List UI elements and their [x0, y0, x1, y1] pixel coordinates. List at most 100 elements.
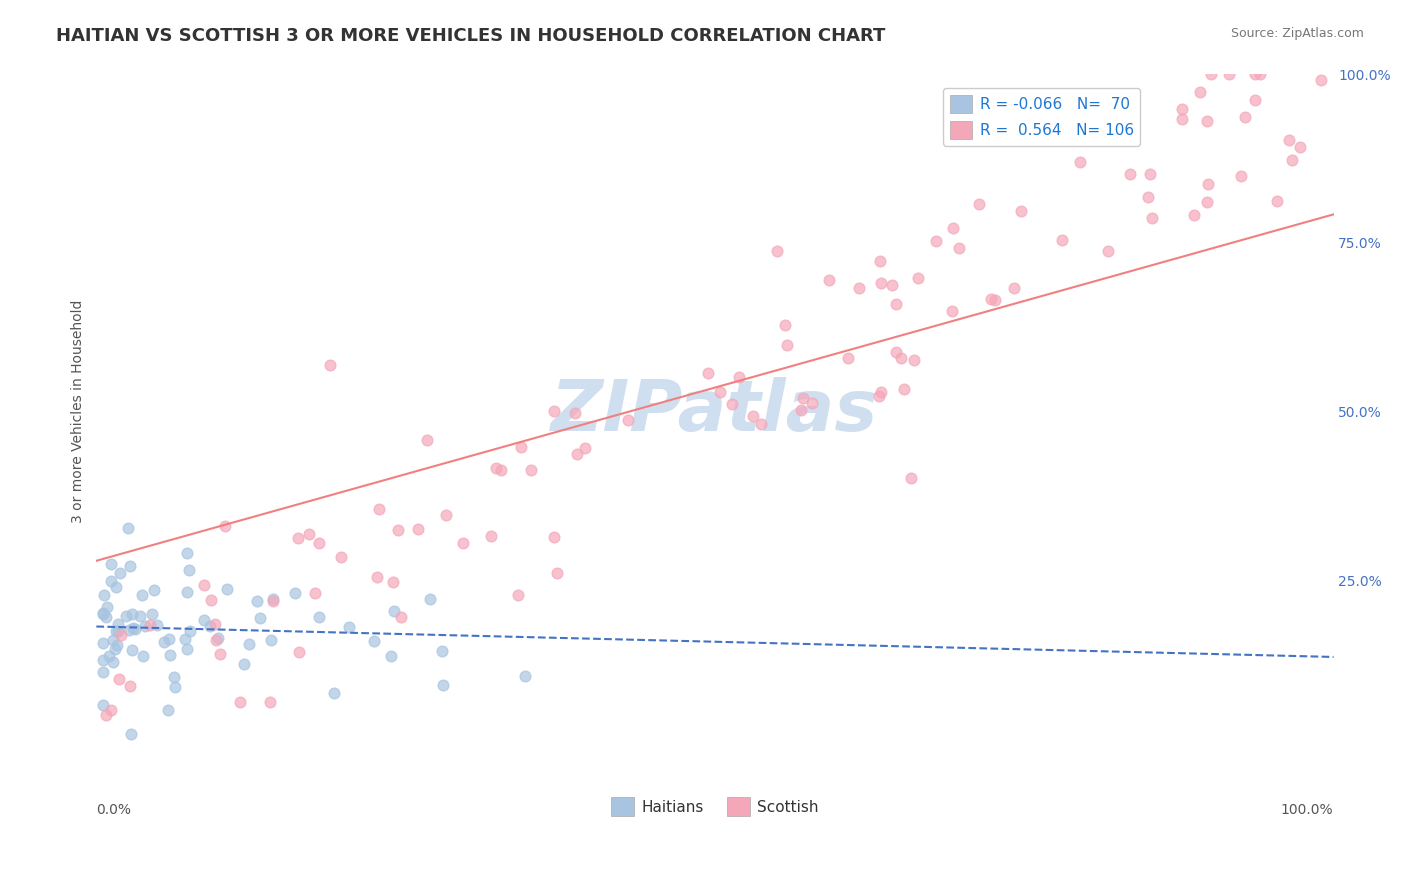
Point [1249, 67, 1271, 81]
Point [105, 580, 128, 594]
Point [96, 708, 118, 723]
Text: ZIPatlas: ZIPatlas [551, 376, 879, 446]
Point [870, 277, 893, 291]
Point [880, 278, 903, 293]
Point [907, 271, 929, 285]
Point [382, 604, 405, 618]
Point [107, 617, 129, 632]
Point [94, 610, 117, 624]
Point [100, 574, 122, 589]
Point [366, 570, 388, 584]
Point [101, 655, 124, 669]
Point [890, 351, 912, 365]
Point [1182, 208, 1205, 222]
Point [984, 293, 1007, 308]
Point [262, 592, 284, 607]
Point [419, 592, 441, 607]
Point [1050, 233, 1073, 247]
Point [515, 669, 537, 683]
Point [1265, 194, 1288, 208]
Point [1010, 203, 1032, 218]
Point [105, 638, 128, 652]
Point [153, 635, 176, 649]
Point [696, 366, 718, 380]
Point [893, 382, 915, 396]
Point [925, 234, 948, 248]
Point [884, 297, 907, 311]
Point [249, 611, 271, 625]
Point [91, 606, 114, 620]
Point [1002, 281, 1025, 295]
Point [105, 624, 128, 638]
Point [288, 645, 311, 659]
Point [120, 558, 142, 573]
Point [176, 642, 198, 657]
Point [159, 648, 181, 663]
Point [884, 345, 907, 359]
Point [179, 624, 201, 639]
Point [1197, 177, 1219, 191]
Point [509, 441, 531, 455]
Point [1234, 110, 1257, 124]
Point [406, 522, 429, 536]
Point [800, 395, 823, 409]
Point [200, 593, 222, 607]
Point [177, 563, 200, 577]
Point [432, 678, 454, 692]
Point [749, 417, 772, 431]
Point [900, 471, 922, 485]
Point [100, 558, 122, 572]
Point [156, 703, 179, 717]
Point [1171, 112, 1194, 127]
Point [131, 588, 153, 602]
Point [91, 698, 114, 712]
Point [91, 636, 114, 650]
Point [773, 318, 796, 333]
Point [416, 433, 439, 447]
Point [98, 648, 121, 663]
Point [120, 680, 142, 694]
Point [720, 397, 742, 411]
Point [543, 530, 565, 544]
Point [304, 585, 326, 599]
Point [124, 623, 146, 637]
Point [262, 593, 284, 607]
Point [870, 384, 893, 399]
Point [319, 358, 342, 372]
Point [308, 535, 330, 549]
Point [430, 643, 453, 657]
Point [200, 619, 222, 633]
Point [93, 589, 115, 603]
Text: Source: ZipAtlas.com: Source: ZipAtlas.com [1230, 27, 1364, 40]
Point [564, 407, 586, 421]
Point [485, 461, 508, 475]
Point [287, 531, 309, 545]
Point [837, 351, 859, 366]
Point [903, 353, 925, 368]
Point [132, 648, 155, 663]
Point [1195, 194, 1218, 209]
Point [1140, 211, 1163, 226]
Text: HAITIAN VS SCOTTISH 3 OR MORE VEHICLES IN HOUSEHOLD CORRELATION CHART: HAITIAN VS SCOTTISH 3 OR MORE VEHICLES I… [56, 27, 886, 45]
Point [204, 616, 226, 631]
Point [1119, 167, 1142, 181]
Point [1310, 73, 1333, 87]
Point [479, 529, 502, 543]
Point [308, 610, 330, 624]
Point [363, 634, 385, 648]
Point [229, 695, 252, 709]
Point [121, 642, 143, 657]
Point [1069, 155, 1091, 169]
Point [520, 463, 543, 477]
Point [115, 609, 138, 624]
Point [728, 369, 751, 384]
Point [104, 641, 127, 656]
Y-axis label: 3 or more Vehicles in Household: 3 or more Vehicles in Household [72, 300, 86, 523]
Point [329, 550, 352, 565]
Point [1139, 167, 1161, 181]
Point [118, 623, 141, 637]
Point [546, 566, 568, 581]
Point [818, 273, 841, 287]
Point [208, 647, 231, 661]
Point [508, 588, 530, 602]
